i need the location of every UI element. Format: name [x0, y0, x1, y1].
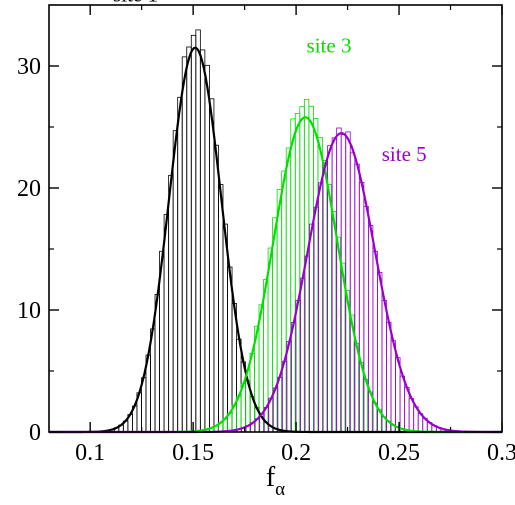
y-tick-label: 20 — [17, 176, 41, 202]
histogram-bar — [181, 56, 188, 433]
x-axis-label-subscript: α — [275, 479, 285, 500]
x-axis-label: fα — [266, 462, 285, 500]
histogram-bar — [386, 321, 392, 433]
histogram-bars — [109, 29, 451, 433]
x-tick-label: 0.25 — [378, 440, 420, 466]
plot-frame — [48, 4, 503, 433]
x-tick-label: 0.2 — [281, 440, 311, 466]
y-tick-label: 30 — [17, 54, 41, 80]
series-label-site-3: site 3 — [307, 34, 352, 58]
x-axis-label-main: f — [266, 462, 276, 493]
histogram-bar — [236, 338, 242, 433]
x-tick-label: 0.15 — [172, 440, 214, 466]
histogram-bar — [208, 98, 215, 433]
histogram-bar — [390, 340, 396, 433]
axis-ticks: 0.1 0.15 0.2 0.25 0.3 0 10 20 30 — [17, 5, 515, 466]
histogram-bar — [395, 357, 401, 433]
histogram-bar — [168, 174, 174, 433]
histogram-bar — [195, 29, 201, 433]
histogram-bar — [399, 375, 406, 433]
histogram-bar — [163, 214, 170, 433]
histogram-bar — [177, 96, 183, 433]
fit-curve-site-5 — [49, 132, 502, 434]
histogram-bar — [186, 46, 192, 433]
histogram-bar — [204, 64, 210, 433]
x-tick-label: 0.1 — [75, 440, 105, 466]
y-tick-label: 10 — [17, 298, 41, 324]
series-label-site-5: site 5 — [382, 142, 427, 166]
fitted-curves — [49, 46, 502, 434]
x-tick-label: 0.3 — [487, 440, 515, 466]
histogram-bar — [213, 144, 219, 433]
histogram-bar — [199, 49, 206, 433]
histogram-bar — [172, 130, 179, 433]
histogram-bar — [381, 299, 387, 433]
histogram-bar — [190, 34, 197, 433]
fit-curve-site-1 — [49, 46, 502, 434]
series-labels: site 1 site 3 site 5 — [113, 0, 427, 166]
y-tick-label: 0 — [29, 420, 41, 446]
fit-curve-site-3 — [49, 116, 502, 434]
histogram-site-1 — [109, 29, 283, 433]
histogram-site-5 — [232, 127, 451, 433]
histogram-bar — [218, 184, 224, 433]
series-label-site-1: site 1 — [113, 0, 158, 6]
